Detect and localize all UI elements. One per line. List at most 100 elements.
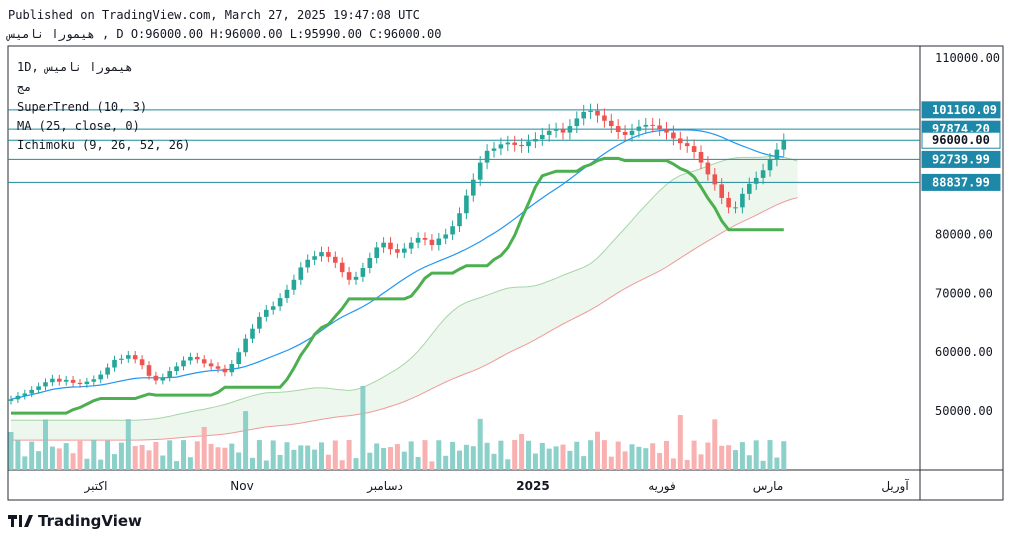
volume-bar — [491, 453, 497, 470]
candle — [298, 262, 304, 285]
legend-supertrend[interactable]: SuperTrend (10, 3) — [17, 100, 148, 114]
volume-bar — [84, 458, 90, 470]
price-label-box — [921, 101, 1001, 119]
candle-body — [457, 213, 462, 227]
volume-bar — [146, 450, 152, 470]
candle-body — [760, 170, 766, 178]
header-symbol: هيمورا ناميس — [8, 27, 95, 41]
tradingview-brand[interactable]: TradingView — [8, 512, 142, 530]
candle-body — [622, 131, 628, 135]
volume-bar — [277, 454, 283, 470]
candle-body — [650, 124, 655, 126]
candle — [519, 138, 524, 153]
candle — [726, 191, 731, 214]
candle-body — [277, 298, 283, 307]
volume-bar — [29, 441, 35, 470]
candle — [201, 355, 207, 368]
volume-bar — [519, 434, 525, 470]
candle-body — [222, 368, 228, 373]
candle-body — [643, 124, 649, 127]
candle — [339, 257, 345, 278]
volume-bar — [753, 440, 759, 470]
candle-body — [326, 252, 331, 257]
volume-bar — [256, 440, 262, 470]
candle-body — [567, 126, 573, 133]
candle-body — [415, 237, 421, 243]
candle — [464, 189, 469, 220]
volume-bar — [56, 448, 62, 470]
candle — [678, 131, 683, 150]
volume-bar — [532, 453, 538, 470]
candle — [305, 254, 310, 273]
volume-bar — [781, 441, 787, 470]
x-tick-label: Nov — [230, 479, 253, 493]
candle — [546, 123, 552, 142]
candle — [195, 352, 200, 364]
candle — [236, 347, 241, 369]
volume-bar — [298, 445, 304, 470]
volume-bar — [463, 444, 469, 470]
candle — [436, 232, 442, 251]
candle — [112, 355, 117, 372]
volume-bar — [408, 441, 414, 470]
candle-body — [740, 193, 745, 208]
candle — [291, 274, 297, 295]
price-label: 92739.99 — [921, 150, 1001, 168]
volume-bar — [118, 442, 124, 470]
price-label-box — [921, 173, 1001, 191]
candle — [126, 350, 131, 363]
legend-ma[interactable]: MA (25, close, 0) — [17, 119, 140, 133]
candle — [733, 201, 738, 214]
candle-body — [747, 183, 752, 194]
candle — [270, 301, 276, 315]
candle — [229, 359, 235, 377]
y-tick-label: 80000.00 — [935, 227, 993, 241]
candle-body — [339, 262, 345, 273]
volume-bar — [684, 459, 690, 470]
candle — [753, 171, 759, 191]
candle — [146, 361, 152, 380]
volume-bar — [429, 461, 435, 470]
plot-area — [8, 46, 920, 470]
volume-bar — [498, 440, 504, 470]
volume-bar — [222, 447, 228, 470]
candle-body — [312, 256, 317, 260]
candle-body — [698, 152, 704, 163]
volume-bar — [643, 448, 649, 470]
volume-bar — [98, 459, 104, 470]
volume-bar — [650, 443, 656, 470]
volume-bar — [77, 440, 83, 470]
candle — [153, 371, 159, 385]
legend-ichimoku[interactable]: Ichimoku (9, 26, 52, 26) — [17, 138, 191, 152]
candle — [132, 350, 138, 364]
volume-bar — [457, 450, 462, 470]
candle-body — [284, 289, 290, 299]
volume-bar — [374, 443, 380, 470]
candle-body — [229, 364, 235, 373]
supertrend-line — [11, 156, 784, 415]
candle-body — [733, 207, 738, 209]
candle — [560, 122, 566, 140]
candle — [181, 356, 186, 371]
price-label-box — [921, 150, 1001, 168]
volume-bar — [181, 440, 186, 470]
candle-body — [105, 367, 110, 375]
candle-body — [491, 148, 497, 151]
candle-body — [684, 143, 690, 147]
candle — [574, 111, 580, 134]
y-tick-label: 60000.00 — [935, 345, 993, 359]
candle-body — [726, 197, 731, 208]
ma-line — [10, 129, 784, 400]
candle — [643, 117, 649, 134]
volume-bar — [360, 386, 366, 470]
volume-bar — [505, 459, 511, 470]
candle-body — [533, 139, 538, 142]
published-header: Published on TradingView.com, March 27, … — [8, 8, 420, 22]
candle — [581, 104, 586, 126]
volume-bar — [608, 456, 614, 470]
volume-bar — [450, 441, 456, 470]
ichimoku-span-b — [11, 197, 798, 441]
candle-body — [153, 375, 159, 381]
candle — [36, 382, 41, 394]
